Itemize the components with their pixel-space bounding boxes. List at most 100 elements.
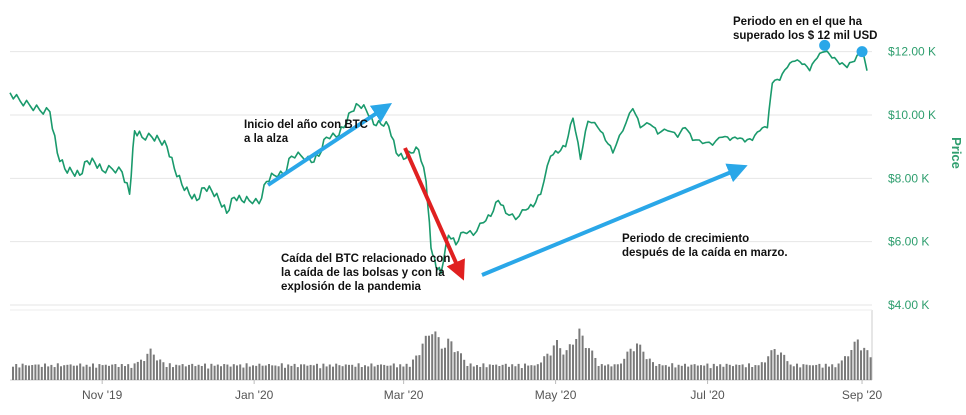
volume-bar [386,365,389,380]
volume-bar [271,365,274,380]
volume-bar [28,365,30,380]
volume-bar [338,365,341,380]
annotation-crash: Caída del BTC relacionado con la caída d… [281,253,451,293]
volume-bar [719,364,722,380]
volume-bar [216,364,219,380]
volume-bar [408,366,411,380]
annotation-growth: Periodo de crecimiento después de la caí… [622,233,788,259]
volume-bar [856,339,859,380]
volume-bar [444,347,446,380]
volume-bar [258,363,261,380]
x-tick-label: Sep '20 [842,388,883,402]
arrow-crash [403,147,465,281]
volume-bar [300,364,302,380]
volume-bar [536,364,539,380]
volume-bar [53,367,56,380]
volume-bar [101,365,104,380]
volume-bar [485,367,488,380]
volume-bar [248,366,251,380]
volume-bar [546,353,549,380]
volume-bar [357,363,360,380]
volume-bar [415,355,418,380]
volume-bar [728,364,731,380]
volume-bar [364,365,366,380]
volume-bar [760,362,763,380]
volume-bar [440,348,443,380]
volume-bar [76,365,78,380]
volume-bar [373,366,376,380]
volume-bar [860,350,862,380]
volume-bar [831,364,834,380]
volume-bar [616,364,619,380]
volume-bar [18,367,21,380]
volume-bar [780,352,782,380]
x-tick-label: Mar '20 [384,388,424,402]
volume-bar [552,345,555,380]
volume-bar [741,364,744,380]
x-tick-label: Jan '20 [235,388,274,402]
volume-bar [514,366,517,380]
volume-bar [418,355,421,380]
volume-bar [472,366,475,380]
volume-bar [677,364,680,380]
volume-bar [252,365,254,380]
y-tick-label: $12.00 K [888,45,936,59]
volume-bar [735,364,738,380]
volume-bar [610,366,613,380]
volume-bar [636,343,638,380]
x-tick-label: Nov '19 [82,388,123,402]
volume-bar [805,364,808,380]
y-axis-label: Price [949,137,964,169]
volume-bar [309,364,312,380]
y-tick-label: $4.00 K [888,298,929,312]
volume-bar [175,364,178,380]
volume-bar [239,364,242,380]
volume-bar [792,366,795,380]
volume-bar [556,340,558,380]
volume-bar [108,365,110,380]
volume-bar [98,364,101,380]
volume-bar [200,365,203,380]
volume-bar [293,363,296,380]
volume-bar [412,359,414,380]
volume-bar [60,366,62,380]
volume-bar [725,363,728,380]
volume-bar [642,351,645,380]
volume-bar [508,366,510,380]
volume-bar [661,365,664,380]
volume-bar [549,355,552,380]
annotation-12k: Periodo en en el que ha superado los $ 1… [733,16,878,42]
volume-bar [56,363,59,380]
volume-bar [597,365,600,380]
volume-bar [543,356,546,380]
volume-bar [450,341,453,380]
volume-bar [34,364,37,380]
annotation-year-start: Inicio del año con BTC a la alza [244,119,368,145]
volume-bar [159,359,162,380]
volume-bar [402,366,405,380]
volume-bar [607,364,610,380]
volume-bar [799,367,802,380]
volume-bar [31,365,34,380]
price-series-line [9,50,868,275]
volume-bar [172,367,174,380]
volume-bar [296,367,299,380]
volume-bar [568,344,571,380]
volume-bar [306,365,309,380]
volume-bar [594,357,597,380]
volume-bar [44,363,46,380]
volume-bar [703,365,706,380]
volume-bar [492,364,494,380]
volume-bar [191,363,194,380]
volume-bar [639,344,642,380]
volume-bar [764,362,766,380]
volume-bar [95,367,98,380]
volume-bar [834,367,837,380]
volume-bar [786,361,789,380]
volume-bar [757,365,760,380]
volume-bar [376,364,379,380]
volume-bar [245,363,248,380]
volume-bar [687,366,690,380]
volume-bar [693,364,696,380]
volume-bar [37,364,40,380]
